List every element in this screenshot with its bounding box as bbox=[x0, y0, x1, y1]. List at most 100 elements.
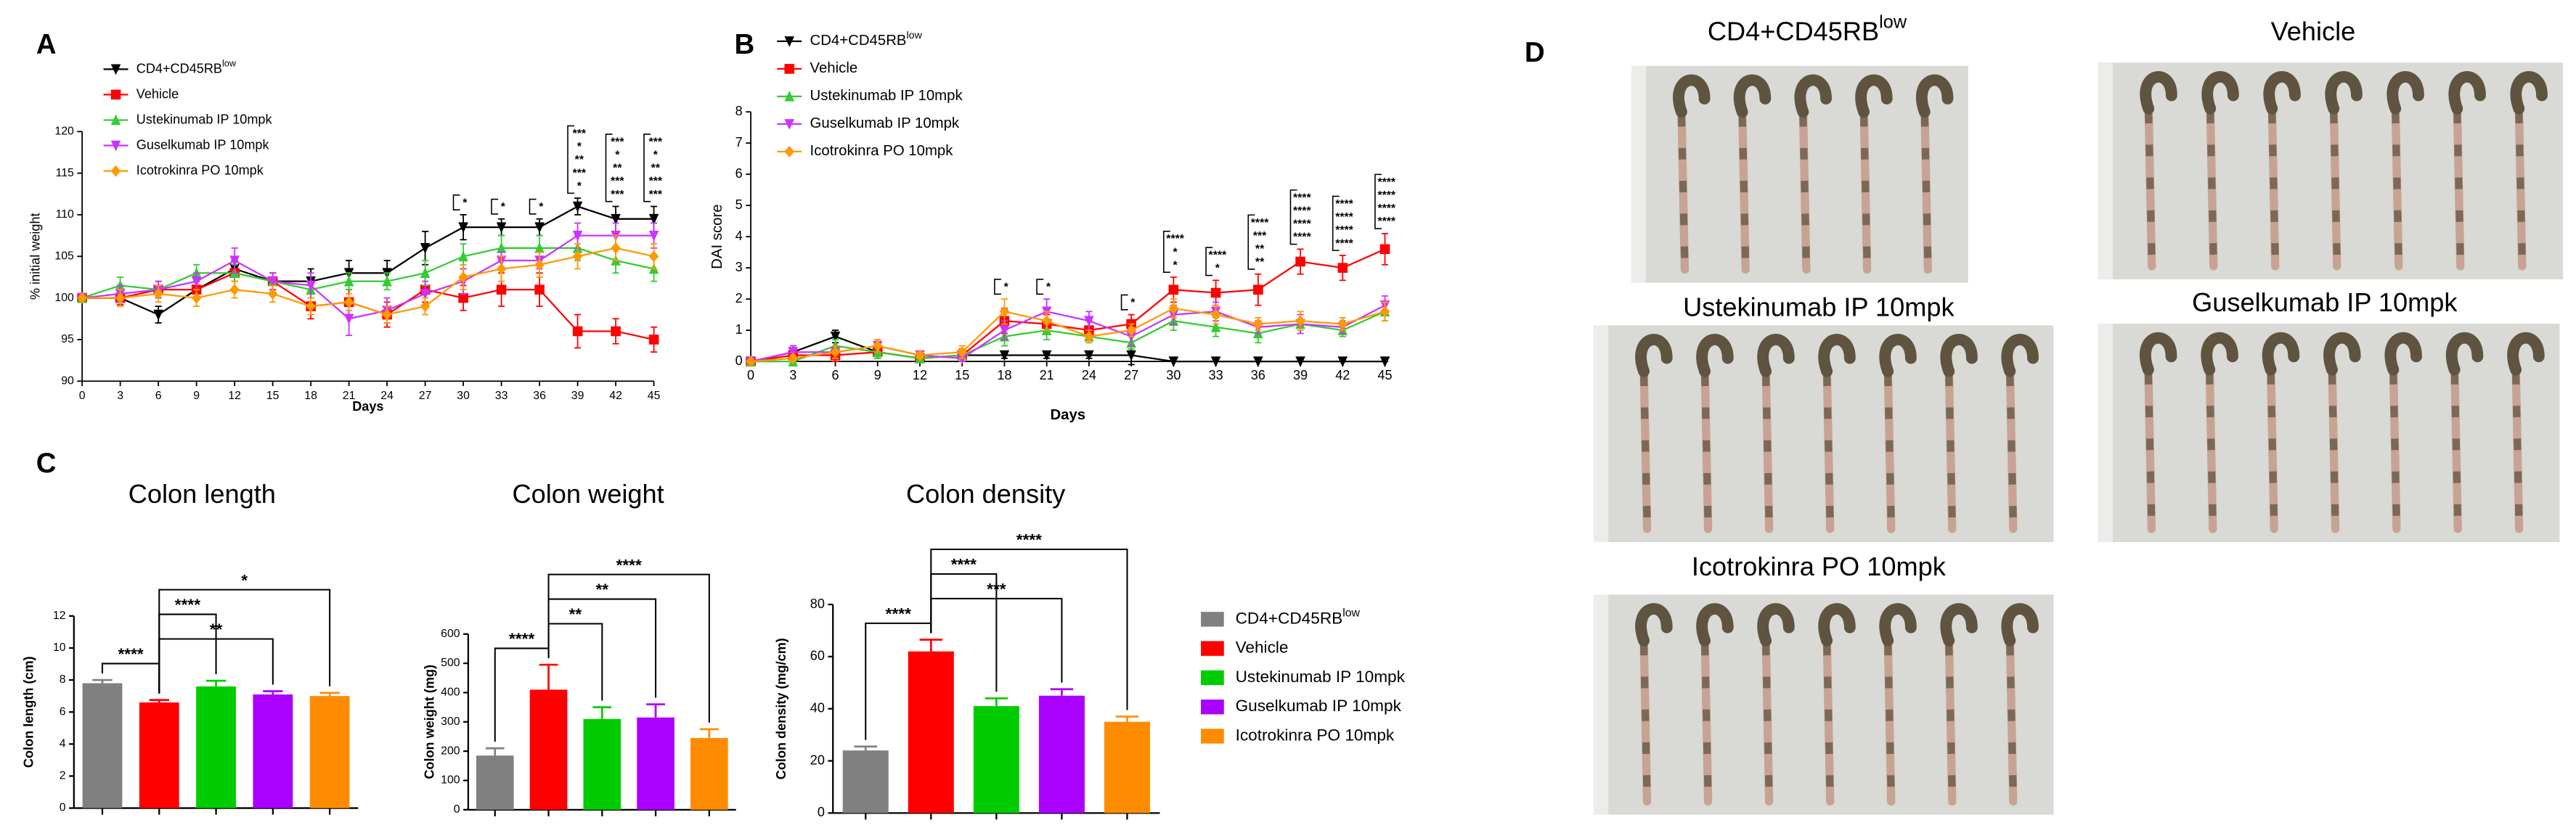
series-line bbox=[750, 335, 1385, 363]
legend-swatch bbox=[1201, 641, 1224, 656]
legend-label-main: Guselkumab IP 10mpk bbox=[1236, 697, 1402, 715]
point bbox=[648, 230, 659, 242]
y-tick-label: 90 bbox=[61, 374, 74, 387]
point bbox=[572, 230, 583, 242]
x-tick-label: 6 bbox=[831, 368, 839, 382]
error-bar bbox=[485, 747, 505, 756]
photo-ruler bbox=[1593, 325, 1609, 542]
point bbox=[784, 36, 795, 47]
point bbox=[496, 284, 507, 295]
legend-label-main: Guselkumab IP 10mpk bbox=[810, 115, 960, 131]
colon-content bbox=[1860, 115, 1871, 263]
colon-cecum bbox=[2448, 71, 2486, 115]
point bbox=[110, 64, 121, 75]
photo-title: Icotrokinra PO 10mpk bbox=[1692, 552, 1947, 581]
photo-title: CD4+CD45RBlow bbox=[1708, 12, 1907, 46]
colon-content bbox=[2006, 374, 2017, 522]
colon-cecum bbox=[2263, 71, 2301, 115]
point bbox=[420, 289, 431, 300]
significance-bracket bbox=[605, 134, 613, 202]
significance-label: *** bbox=[1253, 230, 1267, 242]
legend-label: Ustekinumab IP 10mpk bbox=[136, 112, 273, 126]
colon-cecum bbox=[2201, 71, 2239, 115]
colon-cecum bbox=[1855, 74, 1893, 118]
point bbox=[1253, 356, 1263, 368]
legend-label-main: CD4+CD45RB bbox=[136, 61, 222, 75]
colon-content bbox=[1762, 644, 1773, 795]
y-tick-label: 120 bbox=[54, 125, 74, 137]
point bbox=[746, 356, 756, 368]
comparison-label: **** bbox=[951, 556, 977, 574]
point bbox=[382, 275, 392, 287]
comparison-label: **** bbox=[886, 605, 911, 623]
y-tick-label: 400 bbox=[441, 686, 460, 699]
point bbox=[784, 119, 795, 130]
point bbox=[572, 201, 583, 213]
point bbox=[496, 242, 507, 253]
legend-label: Ustekinumab IP 10mpk bbox=[810, 88, 963, 104]
colon-content bbox=[2206, 372, 2217, 522]
significance-bracket bbox=[567, 125, 575, 194]
colon-content bbox=[2144, 372, 2156, 522]
legend-label-main: Vehicle bbox=[810, 60, 858, 76]
point bbox=[420, 267, 431, 278]
y-axis-label: DAI score bbox=[709, 204, 725, 269]
x-tick-label: 3 bbox=[117, 390, 123, 402]
point bbox=[420, 243, 431, 254]
x-tick-label: 27 bbox=[1124, 368, 1138, 382]
y-tick-label: 0 bbox=[735, 353, 743, 368]
legend-label: Guselkumab IP 10mpk bbox=[136, 137, 270, 152]
significance-bracket bbox=[1120, 294, 1128, 311]
x-tick-label: 24 bbox=[1082, 368, 1096, 382]
significance-bracket bbox=[1332, 195, 1340, 251]
point bbox=[110, 114, 121, 126]
colon-content bbox=[2392, 112, 2402, 260]
legend-label: CD4+CD45RBlow bbox=[1236, 607, 1361, 627]
significance-bracket bbox=[1247, 214, 1255, 270]
significance-label: **** bbox=[1166, 233, 1184, 245]
significance-label: ** bbox=[1255, 243, 1265, 255]
point bbox=[1210, 308, 1221, 321]
significance-label: * bbox=[1046, 281, 1051, 293]
photo-ruler bbox=[2098, 324, 2113, 542]
point bbox=[784, 90, 795, 102]
point bbox=[343, 313, 354, 325]
point bbox=[458, 271, 468, 283]
colon-cecum bbox=[2001, 334, 2039, 377]
significance-label: **** bbox=[1335, 211, 1353, 224]
y-axis-label: Colon density (mg/cm) bbox=[774, 638, 788, 779]
colon-content bbox=[2268, 112, 2279, 260]
legend-label-main: Vehicle bbox=[136, 86, 179, 101]
panel-label: A bbox=[36, 29, 57, 60]
colon-cecum bbox=[1879, 603, 1917, 647]
significance-label: **** bbox=[1377, 176, 1395, 189]
series-line bbox=[750, 307, 1385, 363]
colon-cecum bbox=[2325, 71, 2363, 115]
bar bbox=[309, 696, 350, 808]
colon-content bbox=[1762, 374, 1773, 522]
point bbox=[496, 222, 507, 234]
point bbox=[458, 222, 468, 234]
error-bar bbox=[1050, 688, 1074, 696]
error-bar bbox=[854, 745, 878, 751]
point bbox=[153, 309, 163, 321]
panel-label: C bbox=[36, 448, 57, 479]
point bbox=[1210, 321, 1221, 332]
point bbox=[1253, 318, 1263, 330]
significance-label: **** bbox=[1293, 218, 1311, 231]
x-tick-label: 18 bbox=[304, 390, 317, 402]
significance-label: **** bbox=[1335, 224, 1353, 237]
error-bar bbox=[205, 679, 227, 686]
x-tick-label: 39 bbox=[571, 390, 584, 402]
colon-cecum bbox=[2445, 332, 2484, 376]
y-tick-label: 0 bbox=[454, 803, 460, 816]
x-tick-label: 45 bbox=[648, 390, 661, 402]
error-bar bbox=[699, 728, 719, 738]
point bbox=[1168, 356, 1179, 368]
significance-bracket bbox=[491, 198, 499, 215]
comparison-label: **** bbox=[616, 556, 642, 574]
colon-cecum bbox=[2387, 71, 2424, 115]
colon-cecum bbox=[2323, 332, 2361, 376]
significance-label: **** bbox=[1335, 198, 1353, 210]
